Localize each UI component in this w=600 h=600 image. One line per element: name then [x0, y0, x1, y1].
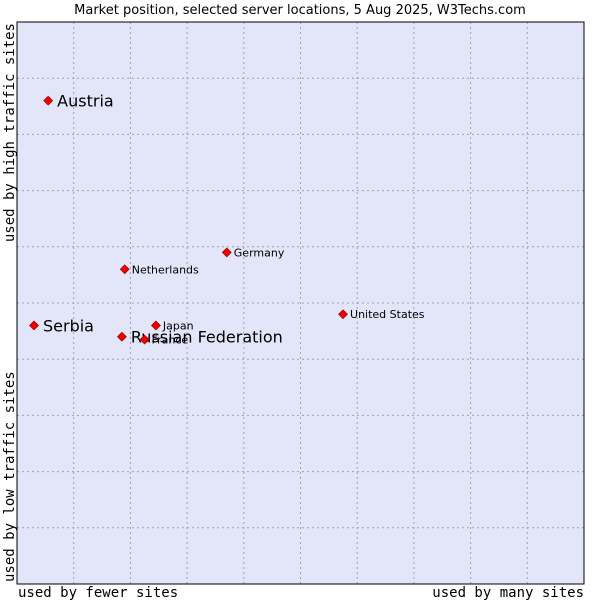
plot-border — [16, 21, 585, 585]
point-label-japan: Japan — [162, 319, 194, 332]
point-marker-japan — [150, 320, 161, 331]
y-axis-high-label: used by high traffic sites — [2, 23, 18, 242]
data-points: Austria Germany Netherlands United States Se… — [29, 92, 425, 347]
point-marker-serbia — [29, 320, 39, 331]
point-marker-germany — [221, 247, 232, 258]
point-label-serbia: Serbia — [43, 316, 94, 335]
point-marker-russian-federation — [116, 331, 127, 342]
y-axis-low-label: used by low traffic sites — [2, 371, 18, 582]
point-label-netherlands: Netherlands — [132, 263, 199, 276]
point-marker-netherlands — [119, 264, 130, 275]
point-marker-austria — [43, 95, 54, 106]
x-axis-low-label: used by fewer sites — [18, 585, 178, 600]
chart-title: Market position, selected server locatio… — [74, 3, 526, 18]
point-label-germany: Germany — [234, 246, 285, 259]
grid — [17, 22, 584, 584]
point-marker-united-states — [338, 309, 348, 320]
point-label-united-states: United States — [350, 308, 425, 321]
point-label-austria: Austria — [57, 92, 114, 111]
point-marker-france — [139, 334, 150, 345]
x-axis-high-label: used by many sites — [432, 585, 584, 600]
point-label-france: France — [152, 334, 189, 347]
point-label-russian-federation: Russian Federation — [131, 328, 283, 347]
